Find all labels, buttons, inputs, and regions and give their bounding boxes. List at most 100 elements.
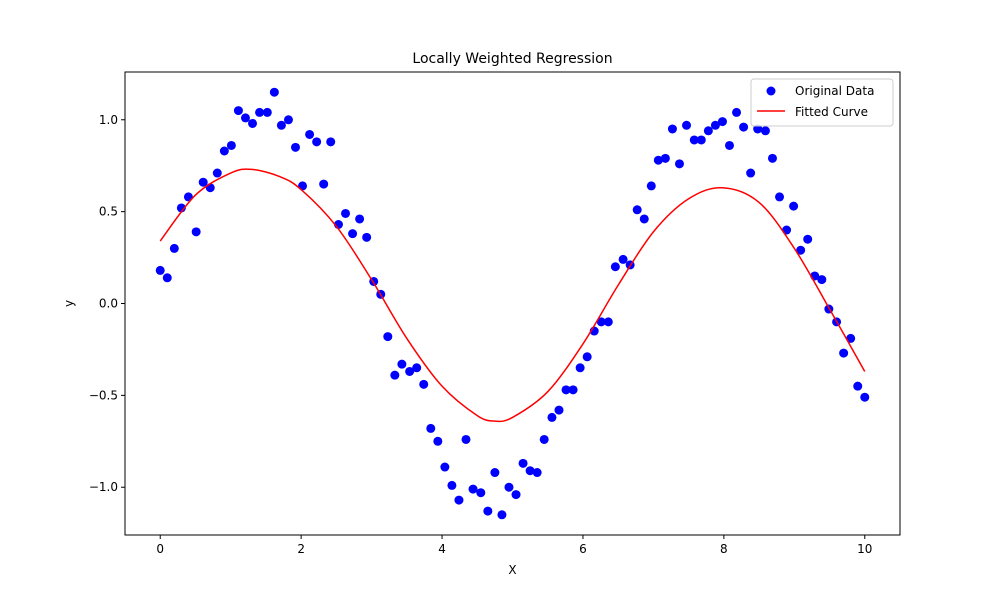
data-point [646,181,656,191]
data-point [476,488,486,498]
data-point [525,466,535,476]
x-axis: 0 2 4 6 8 10 [156,535,872,556]
data-point [191,227,201,237]
fitted-curve-line [159,168,866,423]
data-point [226,140,236,150]
data-point [582,352,592,362]
data-point [233,106,243,116]
data-point [269,87,279,97]
y-tick-label: −0.5 [89,388,118,402]
data-point [710,120,720,130]
data-point [283,115,293,125]
data-point [596,317,606,327]
data-point [839,348,849,358]
data-point [511,490,521,500]
data-point [405,366,415,376]
data-point [846,333,856,343]
data-point [725,140,734,150]
data-point [319,179,329,189]
data-point [248,118,258,128]
data-point [212,168,222,178]
data-point [660,153,670,163]
data-point [775,192,785,202]
data-point [547,412,557,422]
data-point [796,245,806,255]
chart-title: Locally Weighted Regression [412,51,612,67]
data-point [653,155,663,165]
data-point [803,234,813,244]
x-tick-label: 10 [857,542,872,556]
data-point [468,484,478,494]
x-tick-label: 6 [579,542,587,556]
data-point [255,107,265,117]
data-point [162,273,172,283]
data-point [789,201,799,211]
data-point [632,205,642,215]
data-point [817,275,827,285]
data-point [426,423,436,433]
data-point [554,405,564,415]
data-point [262,107,272,117]
data-point [447,480,457,490]
data-point [169,243,179,253]
data-point [732,107,742,117]
y-tick-label: 0.5 [99,205,118,219]
data-point [312,137,322,147]
y-tick-label: 1.0 [99,113,118,127]
data-point [767,153,777,163]
data-point [639,214,649,224]
data-point [390,370,400,380]
data-point [532,468,542,478]
y-tick-label: 0.0 [99,297,118,311]
data-point [383,332,393,342]
data-point [703,126,713,136]
x-tick-label: 0 [156,542,164,556]
y-axis: −1.0 −0.5 0.0 0.5 1.0 [89,113,125,494]
data-point [561,385,571,395]
data-point [618,254,628,264]
data-point [853,381,863,391]
legend-marker-original-data [766,86,776,96]
data-point [682,120,692,130]
data-point [539,434,549,444]
data-point [348,229,358,239]
plot-area [124,71,901,536]
data-point [291,142,300,152]
x-tick-label: 8 [720,542,728,556]
data-point [219,146,229,156]
data-point [568,385,578,395]
data-point [518,458,528,468]
data-point [341,208,351,218]
data-point [739,122,749,132]
legend-label-original-data: Original Data [795,84,874,98]
data-point [240,113,250,123]
x-tick-label: 2 [297,542,305,556]
data-point [760,126,770,136]
x-tick-label: 4 [438,542,446,556]
legend-label-fitted-curve: Fitted Curve [795,105,868,119]
data-point [176,203,186,213]
plot-background [125,72,900,535]
data-point [155,265,165,275]
data-point [753,124,763,134]
data-point [355,214,365,224]
data-point [305,129,315,139]
data-point [689,135,699,145]
data-point [504,482,514,492]
data-point [433,436,443,446]
data-point [746,168,756,178]
x-axis-label: X [508,563,516,577]
data-point [490,468,500,478]
data-point [412,363,422,373]
data-point [362,232,372,242]
data-point [454,495,464,505]
data-point [397,359,407,369]
data-point [497,510,507,520]
data-point [667,124,677,134]
data-point [276,120,286,130]
data-point [419,379,429,389]
legend: Original Data Fitted Curve [750,78,894,127]
data-point [326,137,336,147]
data-point [603,317,613,327]
